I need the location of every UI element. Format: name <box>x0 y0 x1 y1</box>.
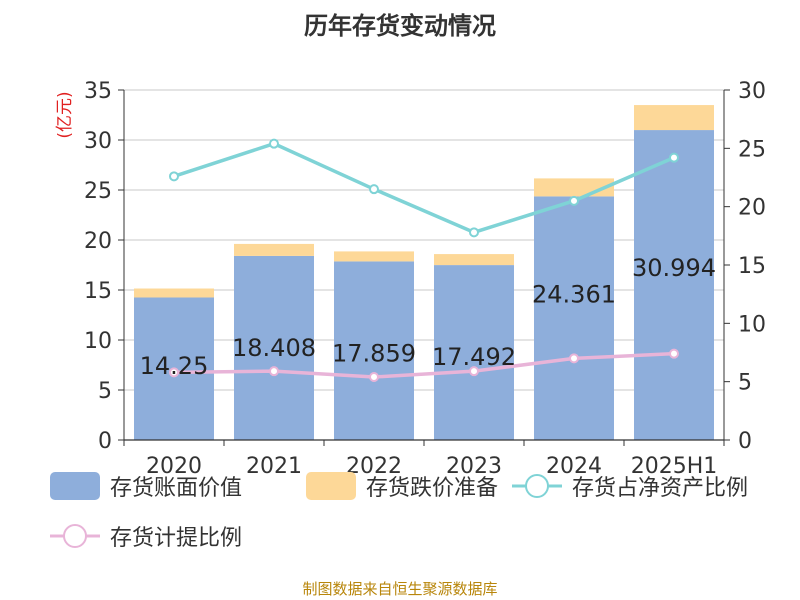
legend-item[interactable]: 存货跌价准备 <box>306 470 498 502</box>
bar-data-label: 18.408 <box>232 334 316 362</box>
axes-layer: 0 5 10 15 20 25 30 35 0 5 10 15 20 25 30 (亿元) 2020 2021 20… <box>55 79 766 479</box>
bar-provision <box>634 105 714 131</box>
bar-data-label: 24.361 <box>532 281 616 309</box>
bar-data-label: 14.25 <box>140 352 209 380</box>
right-tick-label: 25 <box>738 137 766 162</box>
bar-book-value <box>534 196 614 440</box>
x-tick-label: 2021 <box>246 454 302 479</box>
legend-item[interactable]: 存货账面价值 <box>50 470 242 502</box>
legend-line-swatch <box>50 524 100 548</box>
legend-swatch <box>306 472 356 500</box>
bar-book-value <box>334 261 414 440</box>
point-net-asset-ratio <box>369 184 379 195</box>
bar-provision <box>334 251 414 262</box>
bars-layer <box>134 105 714 440</box>
left-tick-label: 5 <box>98 379 112 404</box>
x-tick-label: 2025H1 <box>631 454 718 479</box>
source-footer: 制图数据来自恒生聚源数据库 <box>302 580 498 598</box>
legend-line-swatch <box>512 474 562 498</box>
bar-provision <box>434 254 514 266</box>
left-axis-unit: (亿元) <box>55 91 75 138</box>
point-net-asset-ratio <box>469 227 479 238</box>
grid-layer <box>124 89 724 391</box>
point-net-asset-ratio <box>169 171 179 182</box>
point-net-asset-ratio <box>669 152 679 163</box>
point-provision-ratio <box>669 348 679 359</box>
point-provision-ratio <box>369 372 379 382</box>
chart-title: 历年存货变动情况 <box>304 12 496 40</box>
point-net-asset-ratio <box>269 138 279 149</box>
line-net-asset-ratio <box>173 141 675 235</box>
bar-data-label: 17.492 <box>432 343 516 371</box>
left-tick-label: 0 <box>98 429 112 454</box>
point-net-asset-ratio <box>569 195 579 206</box>
right-tick-label: 10 <box>738 312 766 337</box>
legend-item[interactable]: 存货计提比例 <box>50 520 242 552</box>
legend-label: 存货跌价准备 <box>366 476 499 501</box>
point-provision-ratio <box>169 367 179 378</box>
bar-book-value <box>634 130 714 440</box>
point-provision-ratio <box>269 366 279 377</box>
left-tick-label: 10 <box>84 329 112 354</box>
legend-item[interactable]: 存货占净资产比例 <box>512 470 748 502</box>
right-tick-label: 20 <box>738 196 766 221</box>
labels-layer: 14.25 18.408 17.859 17.492 24.361 30.994 <box>140 254 716 380</box>
x-tick-label: 2024 <box>546 454 602 479</box>
legend-label: 存货计提比例 <box>110 526 243 551</box>
left-tick-label: 20 <box>84 229 112 254</box>
bar-data-label: 17.859 <box>332 339 416 367</box>
left-tick-label: 25 <box>84 179 112 204</box>
x-tick-label: 2020 <box>146 454 202 479</box>
point-provision-ratio <box>569 353 579 364</box>
right-tick-label: 0 <box>738 429 752 454</box>
bar-book-value <box>434 265 514 440</box>
bar-book-value <box>234 255 314 440</box>
legend-label: 存货账面价值 <box>110 476 243 501</box>
line-provision-ratio <box>173 351 675 379</box>
point-provision-ratio <box>469 366 479 377</box>
right-tick-label: 30 <box>738 79 766 104</box>
left-tick-label: 15 <box>84 279 112 304</box>
legend-label: 存货占净资产比例 <box>572 476 749 501</box>
bar-provision <box>234 243 314 256</box>
right-tick-label: 5 <box>738 371 752 396</box>
bar-data-label: 30.994 <box>632 254 716 282</box>
right-tick-label: 15 <box>738 254 766 279</box>
bar-provision <box>134 288 214 298</box>
lines-layer <box>169 138 679 382</box>
legend-swatch <box>50 472 100 500</box>
x-tick-label: 2023 <box>446 454 502 479</box>
left-tick-label: 30 <box>84 129 112 154</box>
left-tick-label: 35 <box>84 79 112 104</box>
